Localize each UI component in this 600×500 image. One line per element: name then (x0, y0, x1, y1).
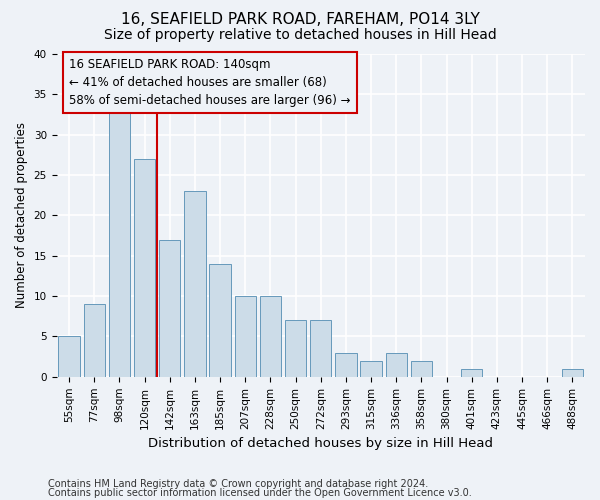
Bar (260, 296, 281, 377)
Text: Contains public sector information licensed under the Open Government Licence v3: Contains public sector information licen… (48, 488, 472, 498)
Bar (386, 352, 407, 377)
Bar (159, 240, 181, 377)
Bar (335, 352, 356, 377)
Bar (461, 368, 482, 377)
Bar (562, 368, 583, 377)
Text: 16 SEAFIELD PARK ROAD: 140sqm
← 41% of detached houses are smaller (68)
58% of s: 16 SEAFIELD PARK ROAD: 140sqm ← 41% of d… (69, 58, 350, 107)
Bar (285, 320, 306, 377)
X-axis label: Distribution of detached houses by size in Hill Head: Distribution of detached houses by size … (148, 437, 493, 450)
Bar (361, 360, 382, 377)
Text: 16, SEAFIELD PARK ROAD, FAREHAM, PO14 3LY: 16, SEAFIELD PARK ROAD, FAREHAM, PO14 3L… (121, 12, 479, 28)
Text: Contains HM Land Registry data © Crown copyright and database right 2024.: Contains HM Land Registry data © Crown c… (48, 479, 428, 489)
Bar (83, 304, 105, 377)
Bar (310, 320, 331, 377)
Bar (134, 159, 155, 377)
Bar (109, 110, 130, 377)
Bar (235, 296, 256, 377)
Text: Size of property relative to detached houses in Hill Head: Size of property relative to detached ho… (104, 28, 496, 42)
Bar (184, 191, 206, 377)
Y-axis label: Number of detached properties: Number of detached properties (15, 122, 28, 308)
Bar (411, 360, 432, 377)
Bar (58, 336, 80, 377)
Bar (209, 264, 231, 377)
